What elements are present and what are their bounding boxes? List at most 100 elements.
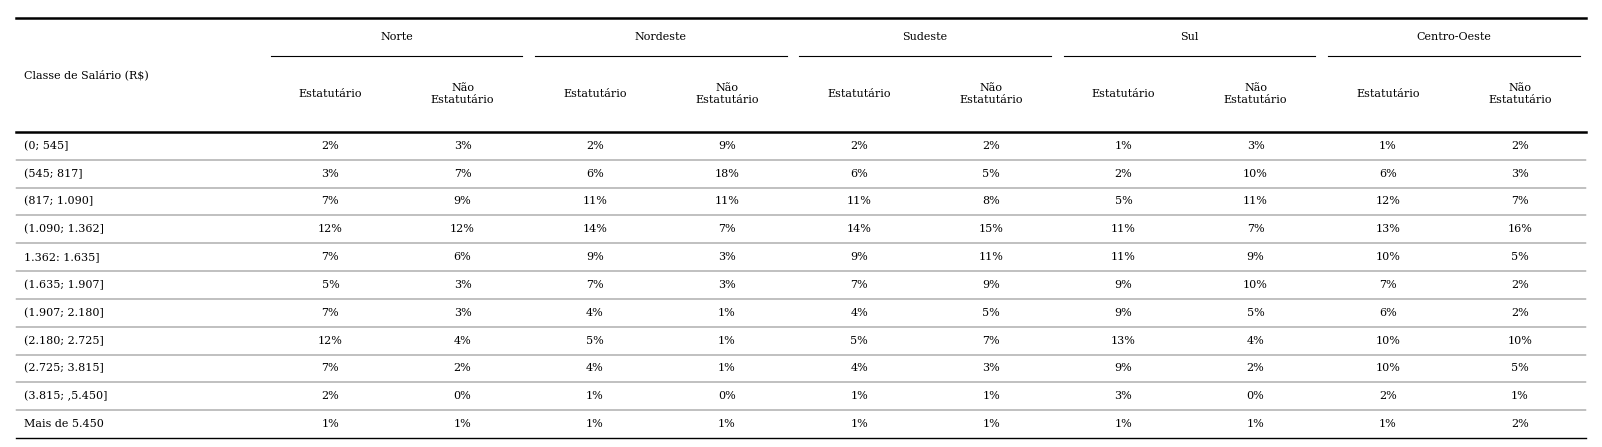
Text: 10%: 10%: [1375, 363, 1400, 374]
Text: 8%: 8%: [982, 196, 1000, 207]
Text: 4%: 4%: [586, 308, 604, 318]
Text: 5%: 5%: [982, 308, 1000, 318]
Text: 7%: 7%: [851, 280, 868, 290]
Text: 4%: 4%: [586, 363, 604, 374]
Text: 2%: 2%: [1115, 169, 1133, 179]
Text: 7%: 7%: [322, 308, 340, 318]
Text: 7%: 7%: [1511, 196, 1528, 207]
Text: Não
Estatutário: Não Estatutário: [960, 83, 1024, 105]
Text: 1%: 1%: [1379, 419, 1397, 429]
Text: 4%: 4%: [1246, 336, 1264, 346]
Text: 5%: 5%: [322, 280, 340, 290]
Text: 9%: 9%: [453, 196, 471, 207]
Text: (3.815; ,5.450]: (3.815; ,5.450]: [24, 391, 107, 401]
Text: 1%: 1%: [851, 391, 868, 401]
Text: 14%: 14%: [846, 224, 871, 234]
Text: 9%: 9%: [586, 252, 604, 262]
Text: 2%: 2%: [322, 391, 340, 401]
Text: 2%: 2%: [1511, 280, 1528, 290]
Text: 7%: 7%: [322, 363, 340, 374]
Text: 1%: 1%: [982, 391, 1000, 401]
Text: 0%: 0%: [718, 391, 735, 401]
Text: 5%: 5%: [1246, 308, 1264, 318]
Text: Estatutário: Estatutário: [827, 89, 891, 99]
Text: 2%: 2%: [322, 141, 340, 151]
Text: 9%: 9%: [851, 252, 868, 262]
Text: 11%: 11%: [714, 196, 740, 207]
Text: 3%: 3%: [453, 141, 471, 151]
Text: 1%: 1%: [982, 419, 1000, 429]
Text: 0%: 0%: [453, 391, 471, 401]
Text: (1.090; 1.362]: (1.090; 1.362]: [24, 224, 104, 235]
Text: 18%: 18%: [714, 169, 740, 179]
Text: Classe de Salário (R$): Classe de Salário (R$): [24, 69, 149, 80]
Text: Estatutário: Estatutário: [298, 89, 362, 99]
Text: 3%: 3%: [453, 308, 471, 318]
Text: Sudeste: Sudeste: [902, 32, 948, 42]
Text: (817; 1.090]: (817; 1.090]: [24, 196, 93, 207]
Text: 11%: 11%: [846, 196, 871, 207]
Text: 12%: 12%: [1375, 196, 1400, 207]
Text: 1%: 1%: [718, 419, 735, 429]
Text: 1%: 1%: [1379, 141, 1397, 151]
Text: 7%: 7%: [453, 169, 471, 179]
Text: 7%: 7%: [982, 336, 1000, 346]
Text: 5%: 5%: [1511, 363, 1528, 374]
Text: 13%: 13%: [1110, 336, 1136, 346]
Text: 5%: 5%: [851, 336, 868, 346]
Text: 3%: 3%: [322, 169, 340, 179]
Text: 1%: 1%: [586, 391, 604, 401]
Text: Não
Estatutário: Não Estatutário: [1488, 83, 1552, 105]
Text: 1%: 1%: [1511, 391, 1528, 401]
Text: Estatutário: Estatutário: [562, 89, 626, 99]
Text: 3%: 3%: [453, 280, 471, 290]
Text: (1.635; 1.907]: (1.635; 1.907]: [24, 280, 104, 290]
Text: 3%: 3%: [1115, 391, 1133, 401]
Text: 5%: 5%: [982, 169, 1000, 179]
Text: 12%: 12%: [317, 224, 343, 234]
Text: 5%: 5%: [586, 336, 604, 346]
Text: Não
Estatutário: Não Estatutário: [431, 83, 495, 105]
Text: 11%: 11%: [979, 252, 1004, 262]
Text: 2%: 2%: [453, 363, 471, 374]
Text: 6%: 6%: [851, 169, 868, 179]
Text: 4%: 4%: [851, 308, 868, 318]
Text: (0; 545]: (0; 545]: [24, 141, 69, 151]
Text: 11%: 11%: [582, 196, 607, 207]
Text: (2.180; 2.725]: (2.180; 2.725]: [24, 335, 104, 346]
Text: 3%: 3%: [718, 280, 735, 290]
Text: 13%: 13%: [1375, 224, 1400, 234]
Text: 2%: 2%: [1379, 391, 1397, 401]
Text: 1%: 1%: [1246, 419, 1264, 429]
Text: 9%: 9%: [1115, 363, 1133, 374]
Text: 9%: 9%: [1246, 252, 1264, 262]
Text: (1.907; 2.180]: (1.907; 2.180]: [24, 308, 104, 318]
Text: 7%: 7%: [322, 196, 340, 207]
Text: 7%: 7%: [1379, 280, 1397, 290]
Text: Nordeste: Nordeste: [634, 32, 687, 42]
Text: 7%: 7%: [1246, 224, 1264, 234]
Text: 2%: 2%: [1511, 141, 1528, 151]
Text: 4%: 4%: [851, 363, 868, 374]
Text: 12%: 12%: [450, 224, 476, 234]
Text: 1%: 1%: [322, 419, 340, 429]
Text: 9%: 9%: [982, 280, 1000, 290]
Text: 6%: 6%: [1379, 169, 1397, 179]
Text: Estatutário: Estatutário: [1355, 89, 1419, 99]
Text: 2%: 2%: [982, 141, 1000, 151]
Text: (2.725; 3.815]: (2.725; 3.815]: [24, 363, 104, 374]
Text: 10%: 10%: [1243, 280, 1269, 290]
Text: (545; 817]: (545; 817]: [24, 169, 83, 179]
Text: 11%: 11%: [1110, 224, 1136, 234]
Text: 1%: 1%: [586, 419, 604, 429]
Text: 9%: 9%: [1115, 280, 1133, 290]
Text: 6%: 6%: [453, 252, 471, 262]
Text: 4%: 4%: [453, 336, 471, 346]
Text: 10%: 10%: [1375, 252, 1400, 262]
Text: 3%: 3%: [982, 363, 1000, 374]
Text: 5%: 5%: [1511, 252, 1528, 262]
Text: 7%: 7%: [322, 252, 340, 262]
Text: 1%: 1%: [1115, 419, 1133, 429]
Text: 5%: 5%: [1115, 196, 1133, 207]
Text: Não
Estatutário: Não Estatutário: [1224, 83, 1288, 105]
